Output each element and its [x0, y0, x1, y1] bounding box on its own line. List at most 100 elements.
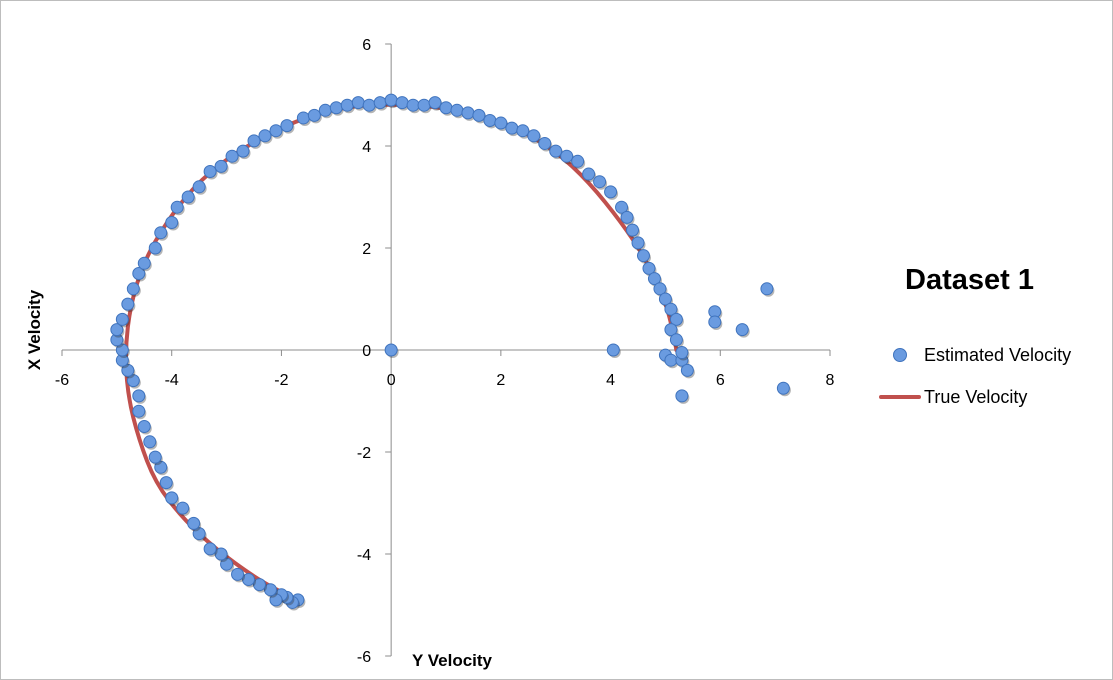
estimated-velocity-point	[653, 282, 667, 296]
estimated-velocity-point	[148, 450, 162, 464]
estimated-velocity-point	[593, 175, 607, 189]
estimated-velocity-point	[203, 165, 217, 178]
estimated-velocity-point	[318, 103, 332, 117]
estimated-velocity-point	[159, 476, 173, 490]
estimated-velocity-point	[776, 381, 790, 395]
estimated-velocity-point	[132, 389, 146, 403]
legend-line-icon	[878, 395, 922, 399]
estimated-velocity-point	[269, 593, 283, 607]
chart-title: Dataset 1	[905, 264, 1034, 296]
estimated-velocity-point	[137, 420, 151, 433]
estimated-velocity-point	[165, 216, 179, 229]
estimated-velocity-point	[664, 302, 678, 316]
estimated-velocity-point	[760, 282, 774, 296]
estimated-velocity-point	[148, 241, 162, 255]
estimated-velocity-point	[606, 343, 620, 357]
estimated-velocity-point	[675, 346, 689, 360]
estimated-velocity-point	[165, 491, 179, 505]
estimated-velocity-point	[604, 185, 618, 199]
estimated-velocity-point	[675, 389, 689, 403]
y-tick-label: 2	[362, 241, 371, 258]
estimated-velocity-point	[351, 96, 365, 110]
estimated-velocity-point	[494, 116, 508, 130]
estimated-velocity-point	[669, 312, 683, 326]
estimated-velocity-point	[214, 159, 228, 173]
estimated-velocity-series	[110, 93, 791, 611]
x-tick-label: 4	[606, 372, 615, 389]
estimated-velocity-point	[439, 101, 453, 115]
estimated-velocity-point	[231, 567, 245, 581]
estimated-velocity-point	[620, 210, 634, 224]
estimated-velocity-point	[110, 323, 124, 337]
estimated-velocity-point	[417, 98, 431, 112]
estimated-velocity-point	[384, 343, 398, 357]
estimated-velocity-point	[329, 101, 343, 115]
estimated-velocity-point	[373, 96, 387, 110]
estimated-velocity-point	[143, 435, 157, 449]
estimated-velocity-point	[615, 200, 629, 214]
legend-item-estimated-velocity: Estimated Velocity	[878, 343, 1071, 367]
x-tick-label: 0	[387, 372, 396, 389]
estimated-velocity-point	[505, 121, 519, 135]
estimated-velocity-point	[154, 226, 168, 240]
x-axis-title: Y Velocity	[412, 651, 493, 670]
estimated-velocity-point	[669, 333, 683, 347]
estimated-velocity-point	[340, 98, 354, 112]
estimated-velocity-point	[406, 98, 420, 112]
estimated-velocity-point	[192, 527, 206, 541]
y-tick-label: -6	[357, 649, 371, 666]
legend-label: Estimated Velocity	[924, 344, 1072, 365]
estimated-velocity-point	[247, 134, 261, 148]
estimated-velocity-point	[560, 149, 574, 163]
y-axis-title: X Velocity	[25, 289, 44, 370]
estimated-velocity-point	[680, 363, 694, 377]
estimated-velocity-point	[214, 547, 228, 561]
estimated-velocity-point	[176, 501, 190, 515]
estimated-velocity-point	[472, 108, 486, 122]
estimated-velocity-point	[236, 144, 250, 158]
estimated-velocity-point	[708, 315, 722, 329]
y-tick-label: 0	[362, 343, 371, 360]
x-tick-label: 6	[716, 372, 725, 389]
estimated-velocity-point	[450, 103, 464, 117]
estimated-velocity-point	[636, 249, 650, 263]
estimated-velocity-point	[170, 200, 184, 214]
estimated-velocity-point	[126, 374, 140, 388]
estimated-velocity-point	[647, 272, 661, 286]
estimated-velocity-point	[115, 343, 129, 357]
estimated-velocity-point	[362, 98, 376, 112]
estimated-velocity-point	[735, 323, 749, 337]
y-tick-label: 4	[362, 139, 371, 156]
estimated-velocity-point	[121, 297, 135, 311]
estimated-velocity-point	[571, 154, 585, 168]
estimated-velocity-point	[384, 93, 398, 107]
estimated-velocity-point	[225, 149, 239, 163]
estimated-velocity-point	[220, 557, 234, 571]
legend-label: True Velocity	[924, 386, 1028, 407]
axes	[61, 43, 831, 657]
estimated-velocity-point	[428, 96, 442, 110]
x-tick-label: -6	[55, 372, 69, 389]
estimated-velocity-point	[137, 256, 151, 270]
legend-dot-icon	[878, 348, 922, 362]
estimated-velocity-point	[154, 460, 168, 474]
y-tick-label: 6	[362, 37, 371, 54]
estimated-velocity-point	[461, 106, 475, 120]
estimated-velocity-point	[263, 583, 277, 597]
estimated-velocity-point	[126, 282, 140, 296]
estimated-velocity-point	[631, 236, 645, 250]
estimated-velocity-point	[203, 542, 217, 556]
estimated-velocity-point	[115, 312, 129, 326]
x-tick-label: -4	[165, 372, 179, 389]
estimated-velocity-point	[527, 129, 541, 143]
estimated-velocity-point	[252, 578, 266, 592]
estimated-velocity-point	[549, 144, 563, 158]
estimated-velocity-point	[121, 363, 135, 377]
estimated-velocity-point	[538, 136, 552, 150]
estimated-velocity-point	[192, 180, 206, 194]
y-tick-label: -2	[357, 445, 371, 462]
estimated-velocity-point	[664, 353, 678, 367]
estimated-velocity-point	[642, 261, 656, 275]
